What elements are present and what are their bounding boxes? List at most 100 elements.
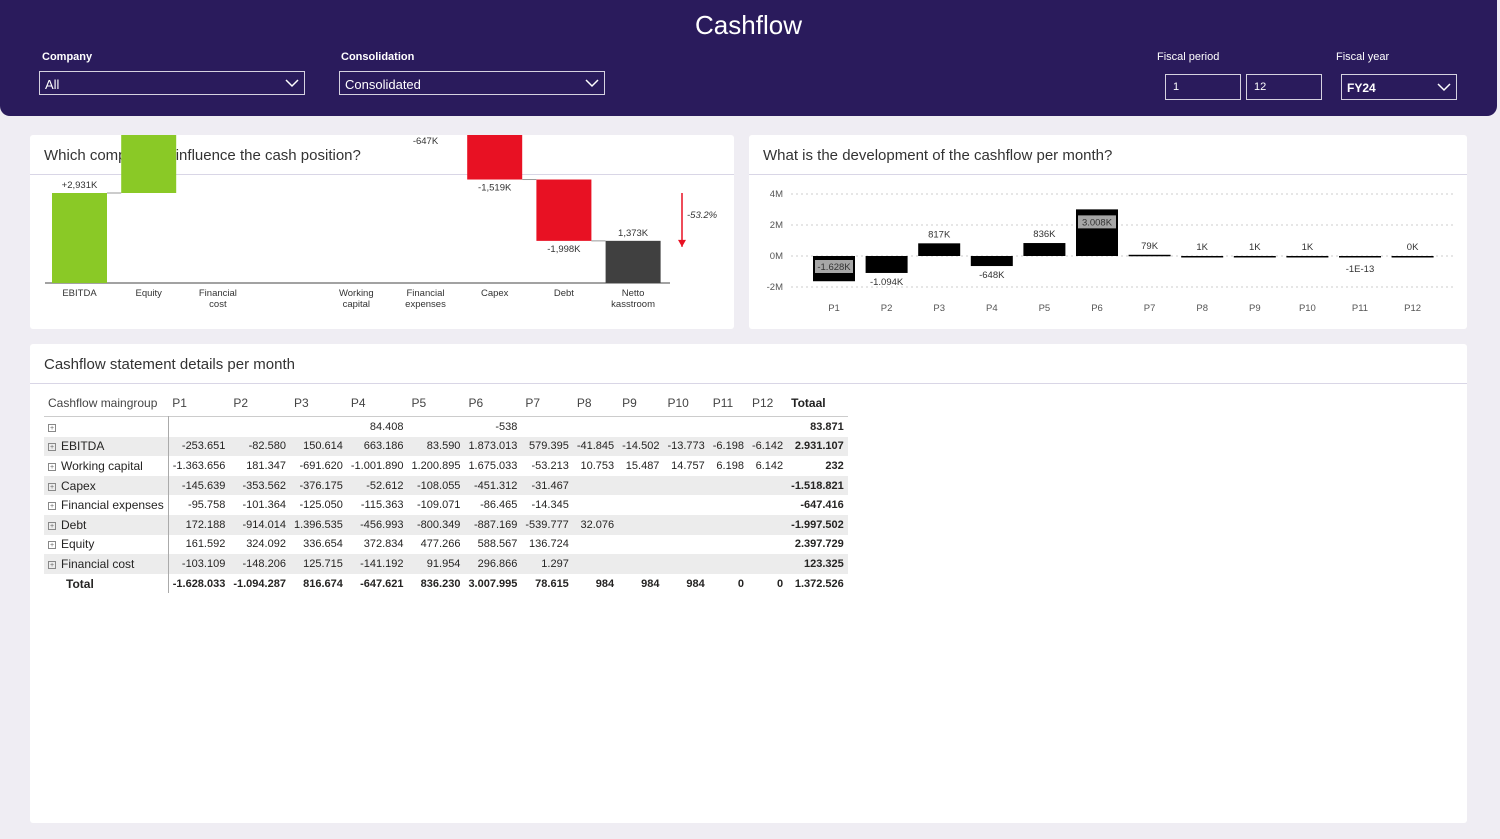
table-cell: -1.001.890	[350, 459, 404, 472]
x-tick-label: P4	[986, 303, 998, 314]
row-label-text: Working capital	[61, 458, 143, 473]
x-tick-label: P7	[1144, 303, 1156, 314]
table-cell	[618, 554, 664, 574]
row-label[interactable]: + Financial expenses	[44, 495, 169, 515]
company-dropdown[interactable]: All	[39, 71, 305, 95]
table-cell: 579.395	[521, 436, 573, 457]
table-cell: -108.055	[407, 475, 465, 496]
column-header[interactable]: P9	[622, 396, 637, 410]
table-cell: 324.092	[246, 538, 286, 551]
expand-icon[interactable]: +	[48, 462, 56, 471]
category-label: Equity	[135, 288, 162, 299]
waterfall-bar	[536, 179, 592, 241]
row-label[interactable]: + Debt	[44, 514, 169, 535]
column-header[interactable]: P7	[525, 396, 541, 410]
table-cell: 181.347	[246, 459, 286, 472]
row-label[interactable]: + Working capital	[44, 456, 169, 476]
column-header[interactable]: P2	[233, 396, 249, 410]
total-cell: 984	[595, 577, 615, 590]
table-card-title: Cashflow statement details per month	[44, 356, 295, 373]
total-cell: 816.674	[303, 577, 343, 590]
expand-icon[interactable]: +	[48, 443, 56, 452]
row-label-text: Debt	[61, 517, 87, 532]
y-tick-label: 0M	[770, 251, 783, 262]
table-cell	[618, 535, 663, 555]
fiscal-period-to-input[interactable]: 12	[1246, 74, 1322, 100]
table-cell	[408, 417, 465, 437]
table-row: + Debt 172.188 -914.014 1.396.535 -456.993 -80…	[44, 514, 848, 535]
table-cell: -451.312	[464, 475, 522, 496]
row-label[interactable]: + Capex	[44, 475, 169, 496]
table-cell: -41.845	[572, 436, 619, 457]
table-row: + Equity 161.592 324.092 336.654 372.834 477.2…	[44, 534, 848, 555]
data-label: -648K	[979, 270, 1005, 281]
column-header[interactable]: P8	[576, 396, 592, 410]
expand-icon[interactable]: +	[48, 521, 56, 530]
total-row: Total -1.628.033 -1.094.287 816.674 -647.621…	[44, 573, 848, 594]
y-tick-label: 4M	[770, 189, 783, 200]
row-total-cell: 83.871	[810, 420, 844, 433]
table-cell: -101.364	[242, 499, 286, 512]
row-label[interactable]: + EBITDA	[44, 436, 169, 457]
row-label[interactable]: + Equity	[44, 534, 169, 555]
table-cell: 15.487	[625, 459, 660, 472]
table-row: + EBITDA -253.651 -82.580 150.614 663.186 83.5…	[44, 436, 848, 457]
column-header[interactable]: P6	[468, 396, 484, 410]
x-tick-label: P1	[828, 303, 840, 314]
row-label-text: Financial expenses	[61, 498, 164, 513]
table-cell: -800.349	[407, 514, 465, 535]
row-label[interactable]: + Financial cost	[44, 554, 169, 574]
consolidation-dropdown[interactable]: Consolidated	[339, 71, 605, 95]
table-cell: 150.614	[289, 436, 347, 457]
chevron-down-icon	[1437, 83, 1451, 92]
table-row: + Financial expenses -95.758 -101.364 -125.0…	[44, 495, 848, 515]
table-cell: 161.592	[185, 538, 226, 551]
column-header[interactable]: P3	[293, 396, 309, 410]
table-cell	[572, 475, 619, 496]
expand-icon[interactable]: +	[48, 423, 56, 432]
column-header[interactable]: Totaal	[791, 396, 826, 410]
expand-icon[interactable]: +	[48, 541, 56, 550]
column-header-group[interactable]: Cashflow maingroup	[48, 396, 158, 410]
column-header[interactable]: P4	[350, 396, 366, 410]
total-cell: 984	[641, 577, 660, 590]
expand-icon[interactable]: +	[48, 482, 56, 491]
table-cell	[521, 417, 572, 437]
column-header[interactable]: P5	[411, 396, 427, 410]
consolidation-label: Consolidation	[341, 51, 415, 63]
table-cell	[290, 417, 347, 437]
table-cell: -95.758	[188, 499, 226, 512]
table-cell: 372.834	[363, 538, 404, 551]
month-bar	[1128, 254, 1171, 257]
table-cell: -31.467	[521, 475, 573, 496]
waterfall-bar	[52, 193, 107, 283]
expand-icon[interactable]: +	[48, 502, 56, 511]
table-cell: 136.724	[529, 538, 569, 551]
table-cell	[618, 495, 663, 515]
consolidation-value: Consolidated	[345, 77, 421, 92]
chevron-down-icon	[585, 79, 599, 88]
column-header[interactable]: P1	[172, 396, 187, 410]
x-tick-label: P2	[881, 303, 893, 314]
data-label: 1K	[1196, 242, 1208, 253]
row-label[interactable]: +	[44, 416, 169, 437]
column-header[interactable]: P12	[751, 396, 774, 410]
x-tick-label: P11	[1352, 303, 1368, 314]
waterfall-bar	[605, 240, 661, 283]
table-cell: -376.175	[289, 475, 347, 496]
month-bar	[1286, 255, 1329, 258]
header-bar: Cashflow Company All Consolidation Conso…	[0, 0, 1497, 116]
table-cell	[708, 514, 748, 535]
fiscal-period-from-input[interactable]: 1	[1165, 74, 1241, 100]
total-cell: -647.621	[360, 577, 404, 590]
month-bar	[1181, 255, 1224, 258]
column-header[interactable]: P10	[667, 396, 689, 410]
table-cell	[572, 554, 619, 574]
column-header[interactable]: P11	[712, 396, 734, 410]
change-label: -53.2%	[687, 210, 718, 221]
table-row: + Working capital -1.363.656 181.347 -691.62…	[44, 456, 848, 476]
expand-icon[interactable]: +	[48, 560, 56, 569]
x-tick-label: P3	[933, 303, 945, 314]
category-label: Financial expenses	[405, 288, 446, 310]
fiscal-year-dropdown[interactable]: FY24	[1341, 74, 1457, 100]
